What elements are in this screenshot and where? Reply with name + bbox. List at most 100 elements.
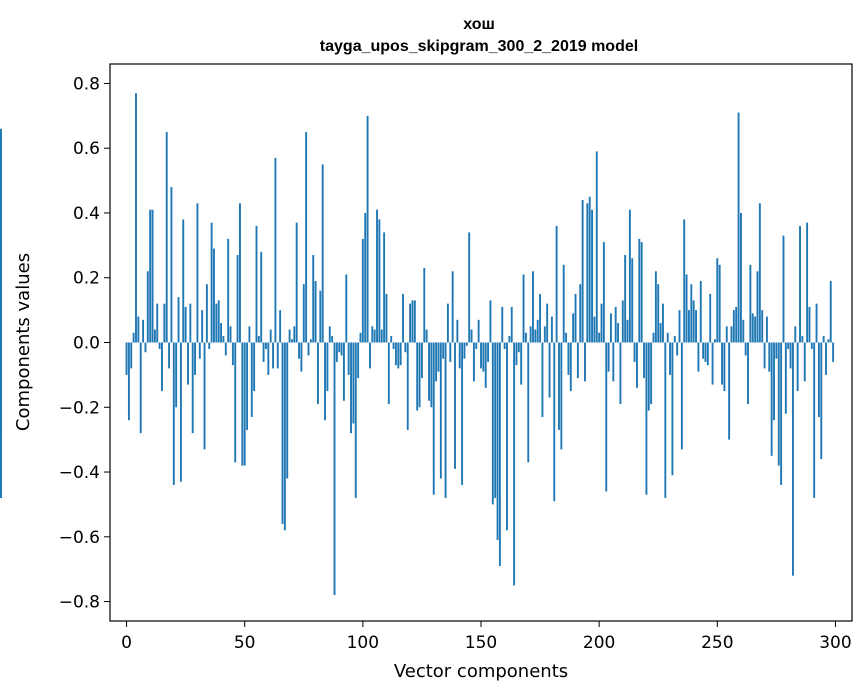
bar-component-33 (203, 342, 206, 450)
bar-component-271 (765, 316, 768, 343)
bar-component-55 (255, 225, 258, 343)
bar-component-184 (560, 342, 563, 450)
bar-component-30 (196, 203, 199, 343)
bar-component-38 (215, 303, 218, 343)
bar-component-264 (749, 264, 752, 343)
bar-component-148 (475, 342, 478, 349)
bar-component-4 (135, 93, 137, 343)
bar-component-92 (343, 342, 345, 401)
bar-component-189 (572, 313, 575, 343)
bar-component-287 (803, 342, 806, 382)
bar-component-140 (456, 319, 459, 343)
bar-component-undefined (0, 342, 2, 375)
bar-component-66 (281, 342, 284, 524)
bar-component-152 (484, 342, 487, 388)
bar-component-23 (179, 342, 182, 482)
bar-component-187 (567, 342, 570, 375)
bar-component-76 (305, 132, 308, 343)
bar-component-47 (236, 255, 239, 343)
bar-component-119 (406, 342, 409, 430)
bar-component-157 (496, 342, 499, 541)
bar-component-289 (808, 306, 811, 343)
bar-component-14 (158, 342, 161, 349)
bar-component-53 (250, 342, 253, 417)
bar-component-88 (333, 342, 336, 596)
bar-component-49 (241, 342, 244, 466)
bar-component-234 (678, 310, 681, 343)
y-tick-label: 0.8 (73, 74, 100, 94)
bar-component-283 (794, 326, 797, 343)
bar-component-267 (756, 271, 759, 343)
bar-component-79 (312, 255, 315, 343)
bar-component-37 (213, 248, 215, 343)
bar-component-9 (146, 271, 149, 343)
bar-component-137 (449, 342, 452, 362)
x-tick-label: 50 (234, 633, 256, 653)
bar-component-273 (770, 342, 773, 456)
bar-component-45 (231, 342, 234, 366)
bar-component-218 (640, 242, 643, 343)
bar-component-113 (392, 342, 395, 349)
bar-component-107 (378, 219, 381, 343)
bar-component-117 (402, 293, 404, 343)
bar-component-153 (487, 342, 490, 362)
bar-component-260 (739, 212, 742, 343)
bar-component-35 (208, 342, 211, 349)
bar-component-214 (631, 258, 634, 343)
bar-component-288 (806, 222, 809, 343)
bar-component-106 (376, 209, 378, 343)
chart-title: хош (463, 16, 495, 33)
bar-component-10 (149, 209, 152, 343)
bar-component-144 (465, 342, 468, 346)
bar-component-165 (515, 342, 518, 366)
bar-component-247 (709, 293, 712, 343)
y-axis-ticks: 0.8 0.6 0.4 0.2 0.0 −0.2 −0.4 −0.6 −0.8 (59, 74, 110, 613)
bar-component-179 (548, 342, 551, 398)
bar-component-81 (317, 342, 319, 405)
bar-component-183 (558, 342, 560, 430)
bar-component-145 (468, 232, 471, 343)
bar-component-168 (522, 274, 525, 343)
bar-component-undefined (0, 342, 2, 463)
bar-component-141 (458, 342, 461, 369)
bar-component-28 (191, 342, 194, 434)
bar-component-286 (801, 336, 804, 343)
bar-component-121 (411, 300, 414, 343)
bar-component-52 (248, 326, 251, 343)
bar-component-undefined (0, 132, 2, 343)
bar-component-207 (614, 306, 617, 343)
bar-component-238 (688, 310, 690, 343)
x-axis-ticks: 0 50 100 150 200 250 300 (121, 621, 852, 653)
bar-component-233 (676, 342, 679, 356)
bar-component-5 (137, 316, 140, 343)
bar-component-182 (555, 225, 558, 343)
bar-component-112 (390, 336, 393, 343)
bar-component-131 (435, 342, 438, 382)
bar-component-110 (385, 293, 388, 343)
bar-component-295 (822, 336, 825, 343)
bar-component-202 (602, 242, 605, 343)
bar-component-199 (595, 151, 598, 343)
bar-component-221 (647, 342, 650, 411)
bar-component-170 (527, 342, 530, 463)
bar-component-11 (151, 209, 154, 343)
bar-component-210 (621, 300, 624, 343)
bar-component-126 (423, 268, 426, 343)
bar-component-44 (229, 326, 232, 343)
bar-component-240 (692, 300, 695, 343)
bar-component-298 (829, 280, 832, 343)
bar-component-86 (328, 326, 331, 343)
bar-component-220 (645, 342, 648, 495)
bar-component-143 (463, 342, 466, 359)
bar-component-173 (534, 329, 537, 343)
bar-component-290 (810, 342, 813, 349)
bar-component-252 (721, 342, 723, 385)
bar-component-34 (205, 284, 208, 343)
bar-component-203 (605, 342, 608, 492)
bar-component-161 (506, 342, 508, 531)
bar-component-276 (777, 342, 780, 466)
bar-component-206 (612, 342, 615, 382)
bar-component-8 (144, 342, 147, 353)
bar-component-150 (480, 342, 482, 369)
bar-component-96 (352, 342, 355, 424)
